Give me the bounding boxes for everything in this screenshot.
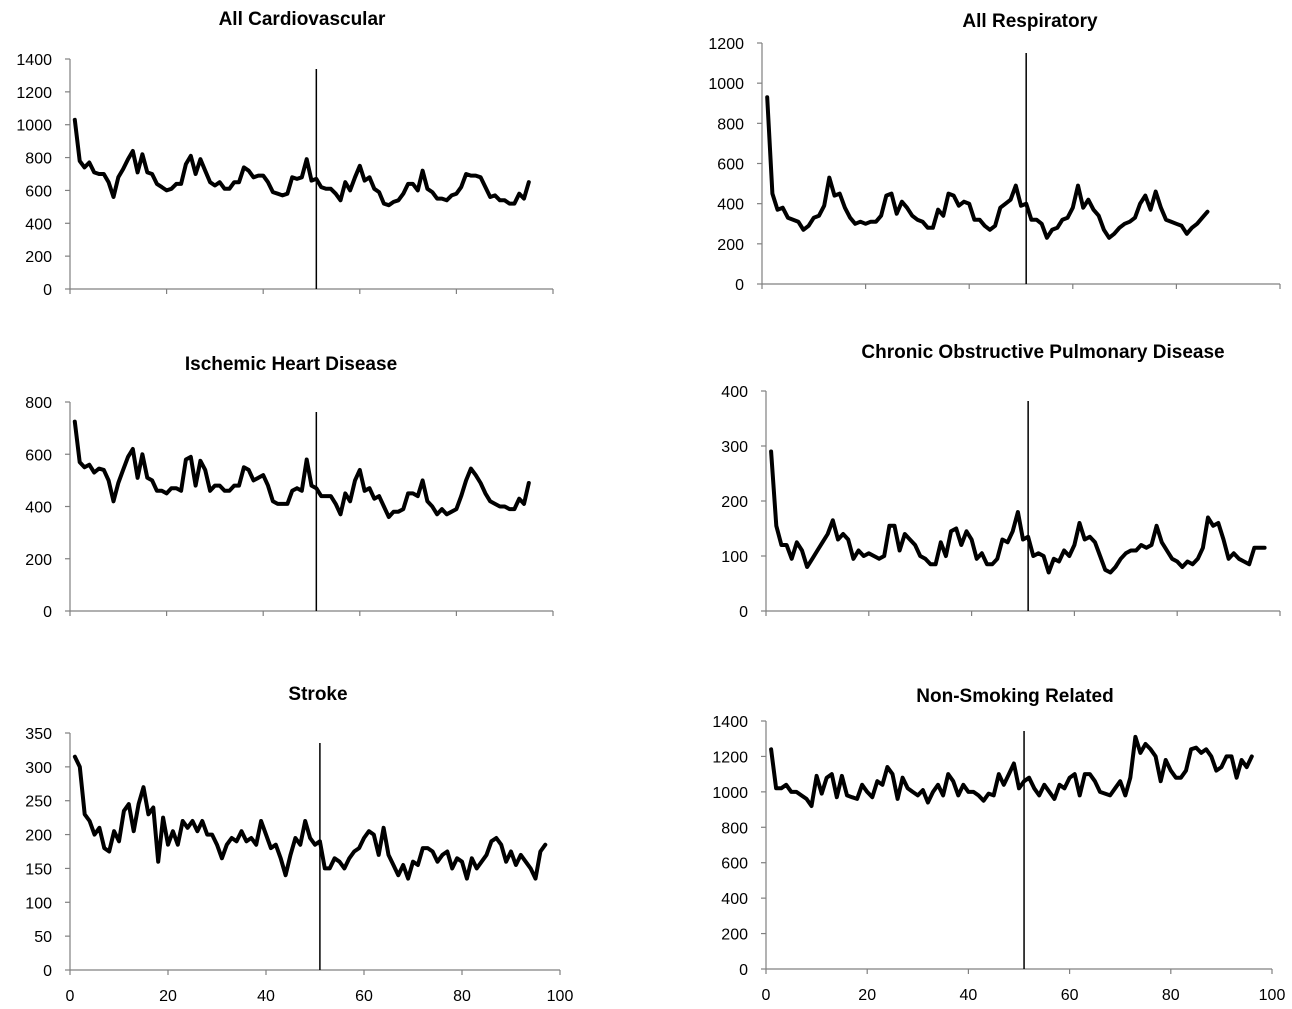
y-tick-label: 1400 (16, 52, 52, 69)
y-tick-label: 300 (25, 760, 52, 777)
y-tick-label: 1200 (16, 85, 52, 102)
chart-title: All Cardiovascular (219, 9, 386, 30)
y-tick-label: 1000 (708, 76, 744, 93)
x-tick-label: 20 (159, 988, 177, 1005)
chart-title: All Respiratory (962, 11, 1098, 32)
chart-panel-3: Stroke 0 50 100 150 200 250 300 350 0 20 40 60 80 100 (25, 684, 573, 1005)
x-tick-label: 100 (547, 988, 574, 1005)
y-tick-label: 1000 (16, 118, 52, 135)
y-tick-label: 100 (721, 549, 748, 566)
y-tick-label: 600 (717, 157, 744, 174)
x-tick-label: 0 (762, 987, 771, 1004)
y-tick-label: 300 (721, 439, 748, 456)
y-tick-label: 50 (34, 929, 52, 946)
chart-panel-1: All Cardiovascular 0 200 400 600 800 1000 1200 1… (16, 9, 554, 299)
y-tick-label: 400 (25, 216, 52, 233)
y-tick-label: 100 (25, 895, 52, 912)
y-tick-label: 200 (721, 927, 748, 944)
chart-title: Non-Smoking Related (916, 686, 1113, 707)
x-tick-label: 60 (355, 988, 373, 1005)
y-tick-label: 400 (25, 500, 52, 517)
y-tick-label: 0 (43, 282, 52, 299)
x-tick-label: 100 (1259, 987, 1286, 1004)
y-tick-label: 200 (721, 494, 748, 511)
y-tick-label: 0 (43, 963, 52, 980)
series-line (765, 95, 1210, 240)
y-tick-label: 1000 (712, 785, 748, 802)
y-tick-label: 600 (721, 856, 748, 873)
y-tick-label: 350 (25, 726, 52, 743)
x-tick-label: 40 (257, 988, 275, 1005)
chart-panel-6: Non-Smoking Related020040060080010001200… (712, 686, 1285, 1004)
y-tick-label: 800 (717, 116, 744, 133)
y-tick-label: 400 (721, 384, 748, 401)
y-tick-label: 150 (25, 861, 52, 878)
y-tick-label: 200 (717, 237, 744, 254)
x-tick-label: 80 (1162, 987, 1180, 1004)
y-tick-label: 0 (739, 962, 748, 979)
y-tick-label: 800 (721, 820, 748, 837)
x-tick-label: 60 (1061, 987, 1079, 1004)
x-tick-label: 40 (960, 987, 978, 1004)
chart-title: Chronic Obstructive Pulmonary Disease (861, 342, 1224, 363)
x-tick-label: 0 (66, 988, 75, 1005)
y-tick-label: 400 (717, 197, 744, 214)
y-tick-label: 600 (25, 183, 52, 200)
chart-title: Stroke (288, 684, 347, 705)
x-tick-label: 80 (453, 988, 471, 1005)
series-line (769, 449, 1267, 575)
series-line (72, 419, 531, 519)
y-tick-label: 250 (25, 794, 52, 811)
chart-panel-4: All Respiratory 0 200 400 600 800 1000 1200 (708, 11, 1281, 294)
y-tick-label: 800 (25, 151, 52, 168)
y-tick-label: 200 (25, 249, 52, 266)
y-tick-label: 1400 (712, 714, 748, 731)
series-line (72, 754, 548, 881)
chart-title: Ischemic Heart Disease (185, 354, 397, 375)
y-tick-label: 800 (25, 395, 52, 412)
y-tick-label: 600 (25, 447, 52, 464)
y-tick-label: 1200 (708, 36, 744, 53)
series-line (769, 734, 1254, 808)
y-tick-label: 0 (735, 277, 744, 294)
y-tick-label: 200 (25, 828, 52, 845)
series-line (72, 117, 531, 208)
y-tick-label: 1200 (712, 749, 748, 766)
chart-panel-2: Ischemic Heart Disease 0 200 400 600 800 (25, 354, 554, 621)
y-tick-label: 0 (43, 604, 52, 621)
x-tick-label: 20 (858, 987, 876, 1004)
y-tick-label: 200 (25, 552, 52, 569)
y-tick-label: 400 (721, 891, 748, 908)
y-tick-label: 0 (739, 604, 748, 621)
chart-panel-5: Chronic Obstructive Pulmonary Disease 0 10… (721, 342, 1281, 621)
